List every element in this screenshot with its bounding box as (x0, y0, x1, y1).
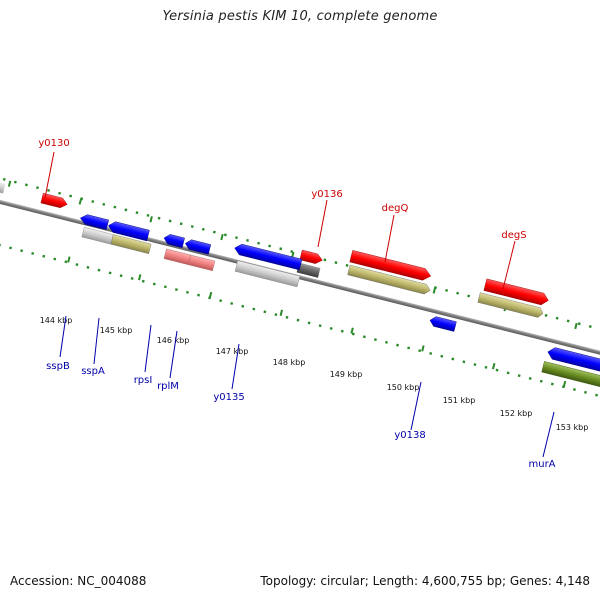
gene-rpsI-arrow (163, 234, 185, 248)
gene-label-degS: degS (501, 230, 526, 241)
kbp-label: 148 kbp (273, 358, 306, 367)
kbp-label: 151 kbp (443, 396, 476, 405)
kbp-label: 152 kbp (500, 409, 533, 418)
gene-label-sspA: sspA (81, 366, 105, 377)
accession-text: Accession: NC_004088 (10, 574, 147, 588)
gene-arrow (299, 249, 323, 264)
genome-backbone (0, 174, 600, 383)
gene-label-y0136: y0136 (311, 189, 342, 200)
genome-summary-text: Topology: circular; Length: 4,600,755 bp… (260, 574, 590, 588)
kbp-label: 145 kbp (100, 326, 133, 335)
reverse-genes (80, 214, 600, 391)
gene-label-rplM: rplM (157, 381, 179, 392)
gene-y0130-arrow (40, 192, 68, 209)
gene-sspB-arrow (80, 214, 109, 230)
forward-dotted-track (0, 152, 600, 360)
gene-block (0, 182, 6, 194)
gene-label-rpsI: rpsI (134, 375, 153, 386)
gene-y0135-arrow (234, 243, 303, 271)
gene-degQ-sub-arrow (349, 250, 432, 281)
forward-genes (0, 182, 549, 318)
gene-block (110, 234, 152, 254)
gene-block (541, 361, 600, 391)
kbp-scale-labels: 144 kbp 145 kbp 146 kbp 147 kbp 148 kbp … (40, 316, 589, 432)
forward-gene-labels (44, 151, 516, 290)
gene-label-y0135: y0135 (213, 392, 244, 403)
gene-label-y0130: y0130 (38, 138, 69, 149)
kbp-label: 144 kbp (40, 316, 73, 325)
gene-label-degQ: degQ (382, 203, 409, 214)
gene-block (234, 260, 301, 288)
gene-label-sspB: sspB (46, 361, 70, 372)
reverse-dotted-track (0, 215, 600, 423)
gene-murA-arrow (547, 347, 600, 380)
kbp-label: 153 kbp (556, 423, 589, 432)
gene-degQ-arrow (347, 264, 431, 295)
forward-track-ticks (7, 180, 578, 330)
gene-degS-arrow (477, 292, 544, 318)
gene-block (296, 262, 321, 278)
kbp-label: 150 kbp (387, 383, 420, 392)
gene-label-y0138: y0138 (394, 430, 425, 441)
gene-y0138-arrow (429, 316, 457, 332)
gene-rplM-arrow (185, 239, 212, 255)
map-title: Yersinia pestis KIM 10, complete genome (162, 9, 438, 24)
reverse-track-ticks (67, 256, 567, 388)
kbp-label: 147 kbp (216, 347, 249, 356)
gene-degS-sub-arrow (483, 278, 549, 306)
gene-block (163, 248, 191, 265)
kbp-label: 149 kbp (330, 370, 363, 379)
gene-block (187, 254, 216, 272)
gene-label-murA: murA (528, 459, 555, 470)
gene-sspA-arrow (108, 221, 150, 242)
reverse-gene-labels (59, 315, 555, 458)
kbp-label: 146 kbp (157, 336, 190, 345)
